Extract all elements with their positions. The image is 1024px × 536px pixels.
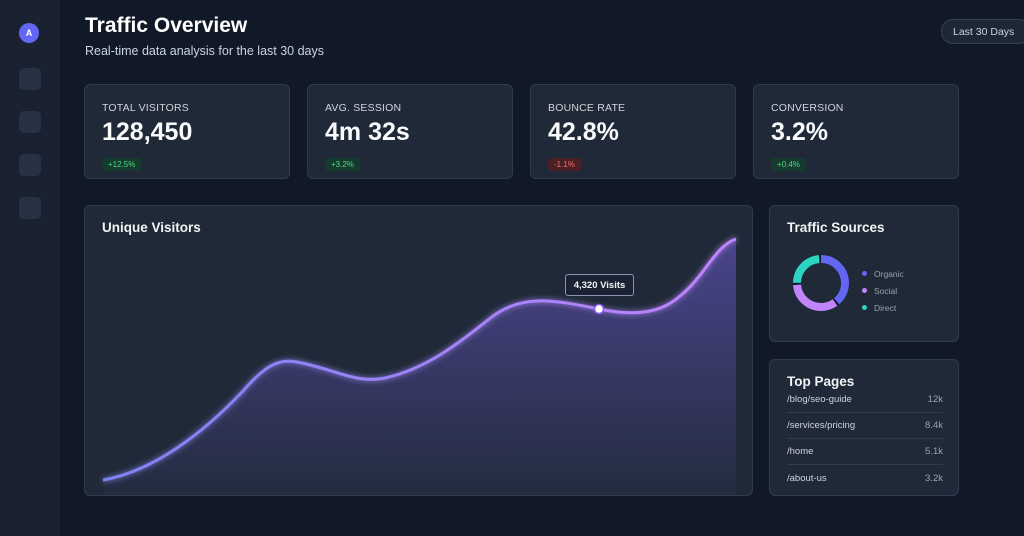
traffic-sources-title: Traffic Sources [787,220,885,235]
stat-label: AVG. SESSION [325,102,402,114]
stat-value: 3.2% [771,118,828,146]
page-title: Traffic Overview [85,14,248,37]
top-page-row[interactable]: /services/pricing 8.4k [787,413,943,439]
visitors-line-chart [102,237,737,495]
donut-segment-organic [793,255,849,311]
sidebar-nav-item-3[interactable] [19,154,41,176]
top-pages-card: Top Pages /blog/seo-guide 12k /services/… [769,359,959,496]
legend-label: Direct [874,302,897,313]
chart-highlight-point[interactable] [593,303,605,315]
traffic-sources-legend: Organic Social Direct [862,265,904,316]
sidebar: A [0,0,60,536]
date-range-button[interactable]: Last 30 Days [941,19,1024,44]
stat-label: TOTAL VISITORS [102,102,190,114]
top-page-row[interactable]: /blog/seo-guide 12k [787,387,943,413]
sidebar-nav-item-1[interactable] [19,68,41,90]
legend-item-organic: Organic [862,265,904,282]
top-page-row[interactable]: /home 5.1k [787,439,943,465]
sidebar-nav-item-4[interactable] [19,197,41,219]
stat-label: CONVERSION [771,102,844,114]
legend-dot [862,305,867,310]
page-count: 5.1k [925,446,943,457]
stat-label: BOUNCE RATE [548,102,626,114]
page-count: 3.2k [925,472,943,484]
legend-item-social: Social [862,282,904,299]
stat-value: 128,450 [102,118,193,146]
stat-card-avg-session: AVG. SESSION 4m 32s +3.2% [307,84,513,179]
page-count: 12k [927,394,943,405]
chart-tooltip: 4,320 Visits [565,274,634,296]
chart-title: Unique Visitors [102,220,201,235]
unique-visitors-card: Unique Visitors 4,320 Visits [84,205,753,496]
stat-card-total-visitors: TOTAL VISITORS 128,450 +12.5% [84,84,290,179]
donut-segment-social [793,255,849,311]
stat-card-bounce-rate: BOUNCE RATE 42.8% -1.1% [530,84,736,179]
visitors-line [102,237,737,482]
page-count: 8.4k [925,420,943,431]
legend-label: Organic [874,268,904,279]
stat-change-badge: +3.2% [325,158,360,171]
traffic-sources-card: Traffic Sources Organic Social Direct [769,205,959,342]
stat-change-badge: +0.4% [771,158,806,171]
stat-change-badge: -1.1% [548,158,581,171]
stat-value: 4m 32s [325,118,410,146]
page-path: /about-us [787,472,827,484]
legend-dot [862,288,867,293]
traffic-sources-donut [793,255,849,311]
legend-dot [862,271,867,276]
sidebar-nav-item-2[interactable] [19,111,41,133]
page-path: /services/pricing [787,420,856,431]
page-path: /home [787,446,814,457]
page-subtitle: Real-time data analysis for the last 30 … [85,44,325,58]
avatar[interactable]: A [19,23,39,43]
stat-card-conversion: CONVERSION 3.2% +0.4% [753,84,959,179]
legend-label: Social [874,285,898,296]
stat-value: 42.8% [548,118,619,146]
top-pages-title: Top Pages [787,374,855,389]
stat-change-badge: +12.5% [102,158,142,171]
legend-item-direct: Direct [862,299,904,316]
page-path: /blog/seo-guide [787,394,852,405]
top-page-row[interactable]: /about-us 3.2k [787,465,943,491]
